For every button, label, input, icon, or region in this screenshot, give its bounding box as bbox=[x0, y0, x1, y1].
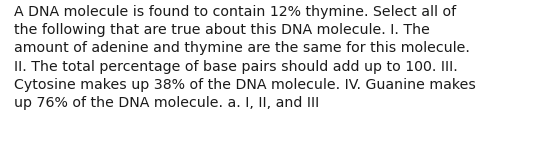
Text: A DNA molecule is found to contain 12% thymine. Select all of
the following that: A DNA molecule is found to contain 12% t… bbox=[14, 5, 476, 110]
